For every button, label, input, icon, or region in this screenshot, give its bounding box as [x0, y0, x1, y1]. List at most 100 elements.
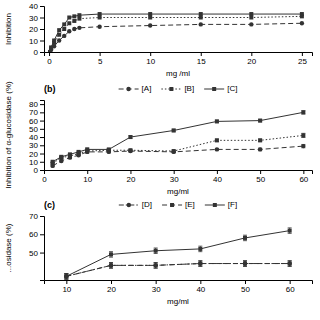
tick-mark — [245, 280, 246, 284]
tick-label: 0 — [34, 166, 39, 175]
tick-label: 70 — [29, 212, 38, 221]
tick-label: 80 — [29, 100, 38, 109]
tick-mark — [40, 137, 44, 138]
tick-mark — [40, 41, 44, 42]
tick-mark — [174, 170, 175, 174]
marker — [199, 12, 203, 16]
marker — [148, 16, 152, 20]
series-line — [53, 112, 304, 161]
x-tick: 50 — [256, 170, 265, 184]
error-bar — [215, 120, 219, 122]
x-tick: 40 — [196, 280, 205, 294]
tick-label: 10 — [29, 37, 38, 46]
panel-label: (b) — [44, 84, 56, 94]
legend-label: [D] — [142, 200, 152, 209]
panel: 0510152025010203040mg /mlInhibition — [4, 2, 312, 78]
marker — [64, 274, 68, 278]
x-tick: 10 — [62, 280, 71, 294]
tick-mark — [217, 170, 218, 174]
error-bar — [64, 274, 68, 279]
tick-label: 30 — [152, 285, 161, 294]
tick-mark — [40, 52, 44, 53]
legend-label: [B] — [184, 84, 194, 93]
x-axis-title: mg /ml — [166, 69, 190, 78]
error-bar — [288, 261, 292, 266]
tick-mark — [87, 170, 88, 174]
error-bar — [154, 248, 158, 253]
error-bar — [215, 139, 219, 141]
tick-label: 30 — [29, 14, 38, 23]
tick-label: 40 — [213, 175, 222, 184]
marker — [198, 262, 202, 266]
x-axis: 10 20 30 40 50 60 — [45, 280, 313, 294]
x-tick: 50 — [241, 280, 250, 294]
y-tick: 30 — [29, 14, 44, 23]
marker — [62, 27, 66, 31]
series — [64, 228, 291, 279]
y-tick: 80 — [29, 100, 44, 109]
tick-label: 40 — [29, 133, 38, 142]
error-bar — [301, 111, 305, 114]
axis-line — [45, 53, 313, 57]
y-axis-title: Inhibition of α-glucosidase (%) — [4, 81, 13, 189]
tick-mark — [200, 280, 201, 284]
axis-line — [40, 101, 45, 171]
series-line — [66, 264, 289, 277]
series — [48, 12, 304, 52]
tick-mark — [40, 145, 44, 146]
error-bar — [288, 261, 292, 266]
tick-label: 60 — [286, 285, 295, 294]
legend-entry: [E] — [162, 200, 195, 209]
legend-label: [F] — [228, 200, 237, 209]
error-bar — [258, 139, 262, 141]
y-tick: 70 — [29, 212, 44, 221]
legend-marker — [170, 203, 174, 207]
marker — [215, 138, 219, 142]
marker — [77, 150, 81, 154]
plot-area — [50, 110, 305, 168]
tick-label: 0 — [42, 175, 47, 184]
axis-line — [40, 7, 45, 53]
marker — [67, 21, 71, 25]
marker — [109, 263, 113, 267]
tick-mark — [66, 280, 67, 284]
marker — [148, 23, 152, 27]
marker — [72, 27, 76, 31]
tick-label: 20 — [107, 285, 116, 294]
tick-label: 25 — [298, 57, 307, 66]
error-bar — [198, 246, 202, 251]
tick-mark — [40, 104, 44, 105]
y-tick: 50 — [29, 125, 44, 134]
tick-mark — [251, 52, 252, 56]
marker — [148, 12, 152, 16]
marker — [300, 12, 304, 16]
x-tick: 40 — [213, 170, 222, 184]
tick-mark — [40, 29, 44, 30]
error-bar — [109, 252, 113, 257]
marker — [301, 144, 305, 148]
marker — [64, 274, 68, 278]
marker — [198, 261, 202, 265]
series-line — [50, 16, 302, 52]
marker — [258, 138, 262, 142]
marker — [154, 263, 158, 267]
tick-label: 10 — [62, 285, 71, 294]
tick-label: 40 — [29, 2, 38, 11]
marker — [249, 16, 253, 20]
marker — [48, 50, 52, 52]
tick-label: 0 — [34, 48, 39, 57]
marker — [109, 252, 113, 256]
x-tick: 0 — [42, 170, 47, 184]
marker — [85, 147, 89, 151]
x-tick: 20 — [247, 52, 256, 66]
tick-label: 30 — [29, 141, 38, 150]
legend-entry: [C] — [204, 84, 237, 93]
y-tick: 70 — [29, 108, 44, 117]
axis-line — [45, 281, 313, 285]
y-axis-title: ...osidase (%) — [4, 223, 13, 272]
marker — [77, 17, 81, 21]
series — [48, 14, 304, 52]
y-tick: 0 — [34, 166, 44, 175]
tick-label: 40 — [196, 285, 205, 294]
error-bar — [258, 148, 262, 150]
